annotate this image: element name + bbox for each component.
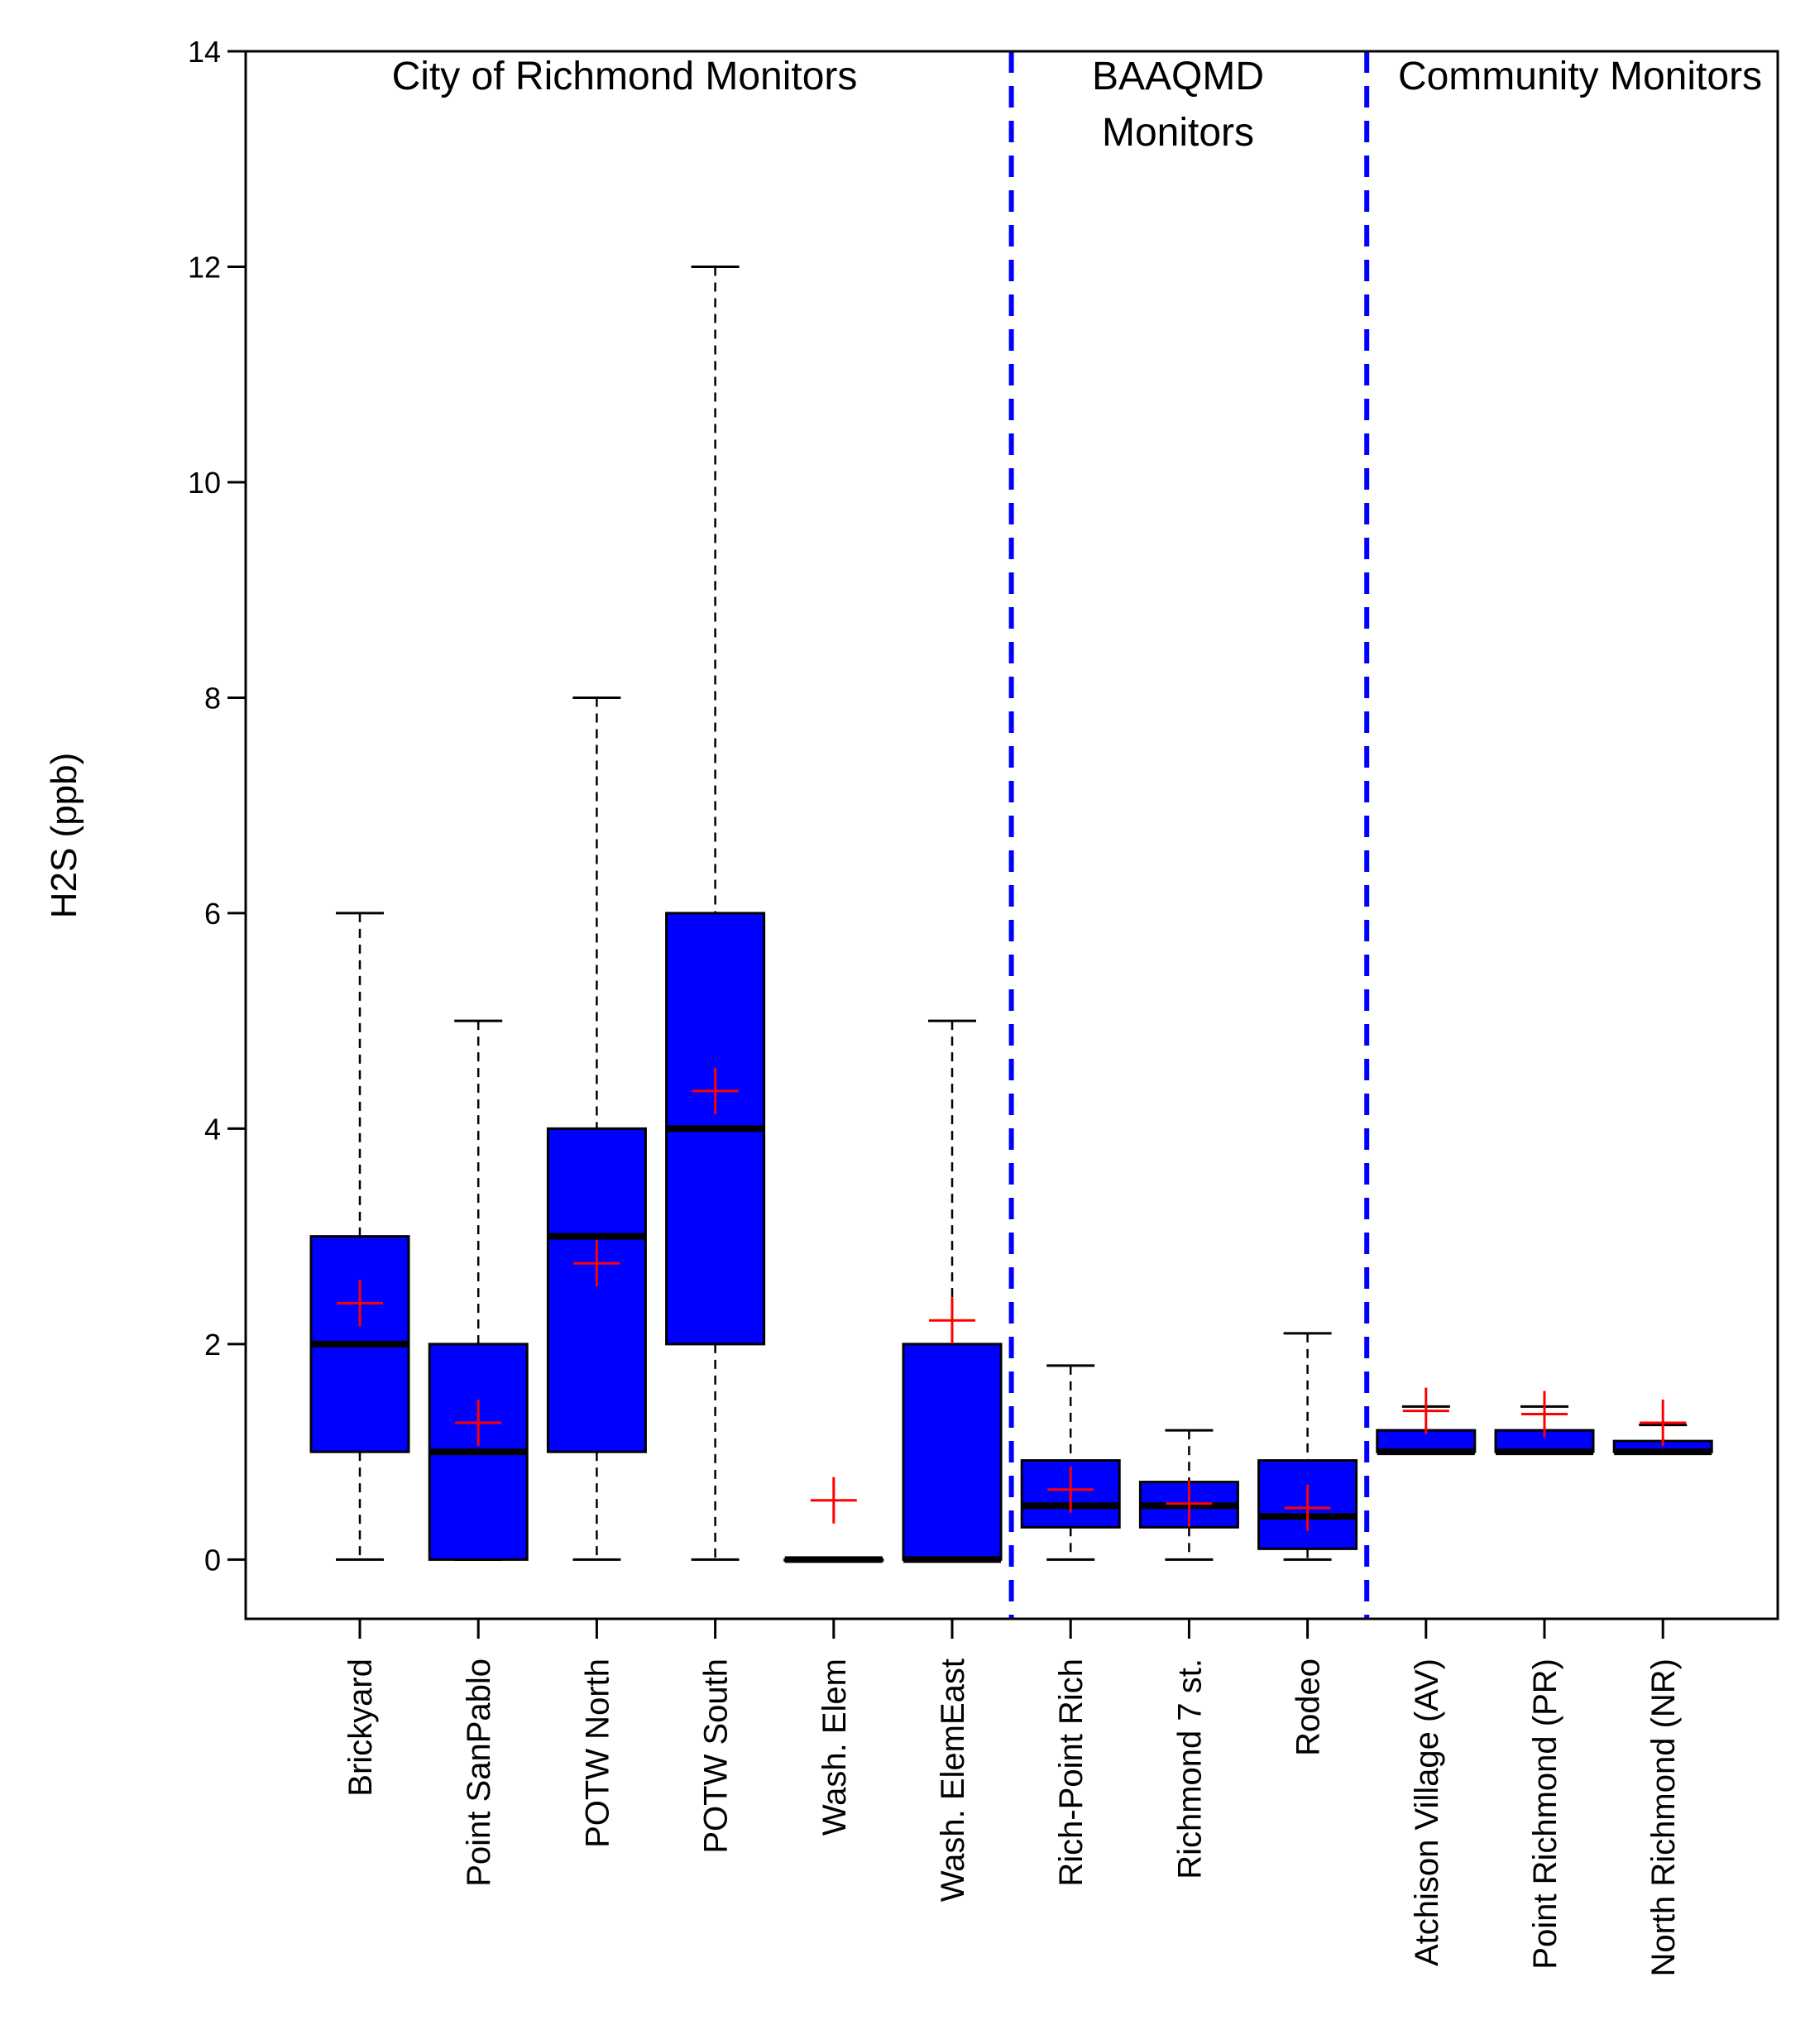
box-7 xyxy=(1138,1429,1239,1561)
y-tick-label: 4 xyxy=(204,1112,221,1146)
x-tick-label: POTW North xyxy=(579,1659,615,1848)
x-tick-label: Brickyard xyxy=(342,1659,379,1797)
box-9 xyxy=(1376,1387,1477,1456)
x-tick-label: Atchison Village (AV) xyxy=(1409,1659,1445,1966)
x-tick-label: Point SanPablo xyxy=(461,1659,497,1887)
y-tick-label: 0 xyxy=(204,1543,221,1577)
group-label: City of Richmond Monitors xyxy=(392,55,858,98)
x-tick-label: Wash. Elem xyxy=(816,1659,853,1836)
x-tick-label: Point Richmond (PR) xyxy=(1527,1659,1563,1970)
x-tick-label: North Richmond (NR) xyxy=(1645,1659,1682,1977)
y-tick-label: 8 xyxy=(204,681,221,715)
box-iqr xyxy=(902,1343,1003,1561)
x-tick-label: Richmond 7 st. xyxy=(1171,1659,1208,1879)
x-tick-label: Rodeo xyxy=(1290,1659,1327,1756)
box-6 xyxy=(1020,1364,1121,1561)
box-0 xyxy=(309,912,410,1561)
x-tick-label: Wash. ElemEast xyxy=(935,1659,971,1902)
group-label: Community Monitors xyxy=(1398,55,1762,98)
box-iqr xyxy=(546,1127,647,1453)
x-tick-label: Rich-Point Rich xyxy=(1053,1659,1089,1887)
box-4 xyxy=(783,1477,884,1563)
axes: 0 2 4 6 8 10 12 14 xyxy=(188,35,1664,1639)
box-11 xyxy=(1612,1399,1713,1456)
y-tick-label: 2 xyxy=(204,1328,221,1362)
y-tick-label: 14 xyxy=(188,35,221,69)
y-tick-label: 12 xyxy=(188,250,221,284)
group-label: BAAQMD xyxy=(1092,55,1264,98)
y-axis-title: H2S (ppb) xyxy=(44,753,84,919)
box-2 xyxy=(546,696,647,1561)
labels: H2S (ppb) City of Richmond Monitors BAAQMD… xyxy=(44,55,1762,1977)
y-tick-label: 6 xyxy=(204,897,221,931)
box-1 xyxy=(428,1019,529,1561)
box-5 xyxy=(902,1019,1003,1563)
group-label: Monitors xyxy=(1102,111,1254,155)
plot-marks xyxy=(309,51,1713,1619)
box-3 xyxy=(665,265,766,1561)
x-tick-label: POTW South xyxy=(698,1659,735,1854)
box-8 xyxy=(1257,1332,1358,1561)
box-10 xyxy=(1494,1391,1595,1456)
y-tick-label: 10 xyxy=(188,466,221,500)
